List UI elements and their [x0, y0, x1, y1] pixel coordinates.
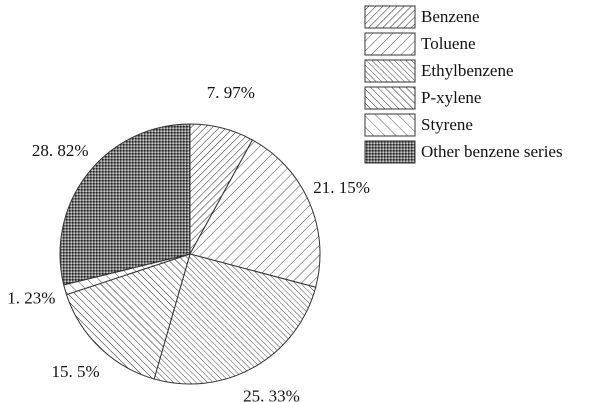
legend-label: P-xylene: [421, 88, 481, 107]
legend-label: Styrene: [421, 115, 473, 134]
legend-swatch: [364, 113, 416, 137]
data-label: 28. 82%: [32, 141, 89, 160]
legend-swatch: [364, 140, 416, 164]
pie-slice: [153, 253, 317, 385]
data-label: 15. 5%: [51, 362, 99, 381]
legend-label: Ethylbenzene: [421, 61, 514, 80]
legend-label: Toluene: [421, 34, 476, 53]
pie-slice: [59, 123, 191, 286]
legend-swatch: [364, 86, 416, 110]
pie-slice: [65, 253, 191, 380]
legend-label: Other benzene series: [421, 142, 563, 161]
data-label: 7. 97%: [207, 83, 255, 102]
legend-label: Benzene: [421, 7, 480, 26]
legend-swatch: [364, 59, 416, 83]
pie-slice: [189, 139, 321, 288]
data-label: 1. 23%: [7, 288, 55, 307]
data-label: 21. 15%: [313, 178, 370, 197]
legend-swatch: [364, 32, 416, 56]
legend-swatch: [364, 5, 416, 29]
data-label: 25. 33%: [243, 386, 300, 402]
